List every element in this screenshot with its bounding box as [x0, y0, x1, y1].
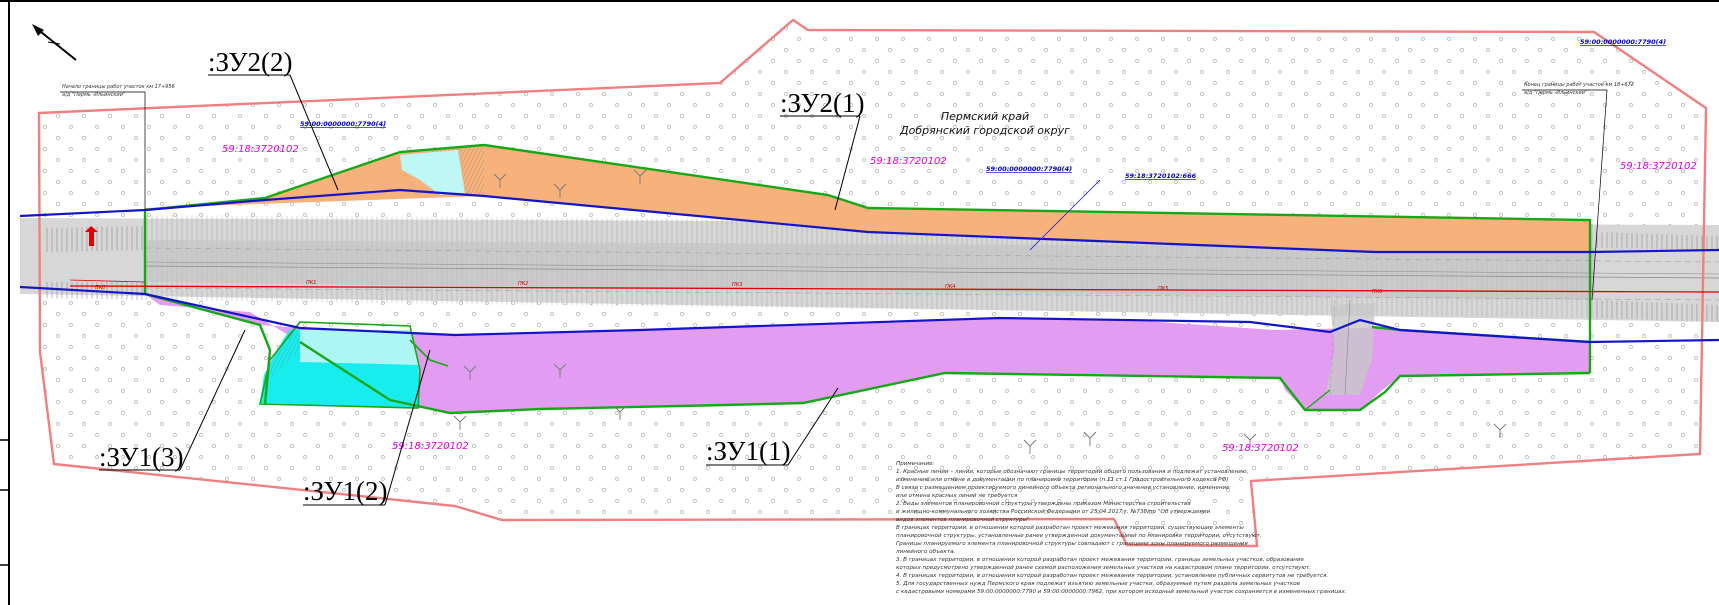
zu2-1-text: :ЗУ2(1): [780, 88, 864, 118]
zu1-3-text: :ЗУ1(3): [99, 442, 183, 472]
note-line: В связи с размещением проектируемого лин…: [896, 485, 1230, 491]
vegetation-symbols: [453, 169, 1507, 454]
region-line2: Добрянский городской округ: [899, 124, 1070, 137]
parcel-zu1-fill: [145, 294, 1590, 413]
note-line: Границы планируемого элемента планировоч…: [896, 541, 1248, 547]
quarter-label-top-mid: 59:18:3720102: [870, 156, 947, 167]
green-outlines: [143, 143, 1592, 415]
note-line: 3. В границах территории, в отношении ко…: [896, 557, 1305, 563]
north-arrow-icon: [32, 24, 77, 61]
label-zu1-2: :ЗУ1(2): [303, 349, 431, 506]
note-line: планировочной структуры, установленные р…: [896, 533, 1262, 539]
note-line: В границах территории, в отношении котор…: [896, 525, 1244, 531]
note-line: Примечание:: [896, 461, 935, 467]
red-boundary: [37, 18, 1708, 548]
zu2-2-text: :ЗУ2(2): [208, 47, 292, 77]
start-callout-line1: Начало границы работ участок км 17+956: [62, 84, 175, 90]
label-zu1-3: :ЗУ1(3): [99, 329, 246, 472]
quarter-label-top-left: 59:18:3720102: [222, 144, 299, 155]
start-callout: Начало границы работ участок км 17+956 а…: [60, 84, 175, 210]
label-zu1-1: :ЗУ1(1): [706, 387, 839, 466]
road-axis: [69, 226, 1719, 293]
parcel-666-leader: 59:18:3720102:666: [1029, 172, 1197, 251]
blue-boundary: [19, 188, 1719, 344]
label-zu2-2: :ЗУ2(2): [208, 47, 339, 191]
zu1-2-text: :ЗУ1(2): [303, 476, 387, 506]
note-line: 4. В границах территории, в отношении ко…: [896, 573, 1328, 579]
picket-4: ПК4: [945, 284, 956, 290]
note-line: видов элементов планировочной структуры": [896, 517, 1030, 523]
unit-label-corner: 59:00:0000000:7790(4): [1580, 38, 1666, 46]
region-line1: Пермский край: [941, 110, 1029, 123]
picket-6: ПК6: [1372, 289, 1383, 295]
quarter-label-top-right: 59:18:3720102: [1620, 161, 1697, 172]
unit-label-left: 59:00:0000000:7790(4): [300, 120, 386, 128]
end-callout-line2: а/д "Пермь -Ильинский": [1524, 90, 1587, 96]
quarter-label-bottom-mid: 59:18:3720102: [392, 441, 469, 452]
picket-labels: ПК0 ПК1 ПК2 ПК3 ПК4 ПК5 ПК6: [95, 280, 1383, 295]
end-callout-line1: Конец границы работ участок км 18+672: [1524, 82, 1634, 88]
unit-label-mid: 59:00:0000000:7790(4): [986, 165, 1072, 173]
note-line: которых предусмотрено утвержденной ранее…: [896, 565, 1311, 571]
side-road: [1325, 299, 1375, 396]
notes-block: Примечание: 1. Красные линии – линии, ко…: [895, 461, 1347, 595]
region-label: Пермский край Добрянский городской округ: [899, 110, 1070, 137]
label-zu2-1: :ЗУ2(1): [780, 88, 864, 211]
end-callout: Конец границы работ участок км 18+672 а/…: [1522, 82, 1634, 301]
note-line: или отмена красных линий не требуется: [896, 493, 1018, 499]
zu1-1-text: :ЗУ1(1): [706, 436, 790, 466]
picket-5: ПК5: [1158, 286, 1169, 292]
start-callout-line2: а/д "Пермь -Ильинский": [62, 92, 125, 98]
note-line: изменению или отмене в документации по п…: [896, 477, 1229, 483]
quarter-label-bottom-right: 59:18:3720102: [1222, 443, 1299, 454]
picket-2: ПК2: [518, 281, 529, 287]
note-line: 2. Виды элементов планировочной структур…: [896, 501, 1191, 507]
note-line: линейного объекта.: [895, 549, 955, 555]
note-line: 1. Красные линии – линии, которые обозна…: [896, 469, 1249, 475]
note-line: 5. Для государственных нужд Пермского кр…: [896, 581, 1300, 587]
picket-3: ПК3: [732, 282, 743, 288]
note-line: и жилищно-коммунального хозяйства Россий…: [896, 509, 1211, 515]
note-line: с кадастровыми номерами 59:00:0000000:77…: [896, 589, 1347, 595]
parcel-666-label: 59:18:3720102:666: [1125, 172, 1197, 180]
picket-0: ПК0: [95, 285, 106, 291]
picket-1: ПК1: [306, 280, 317, 286]
